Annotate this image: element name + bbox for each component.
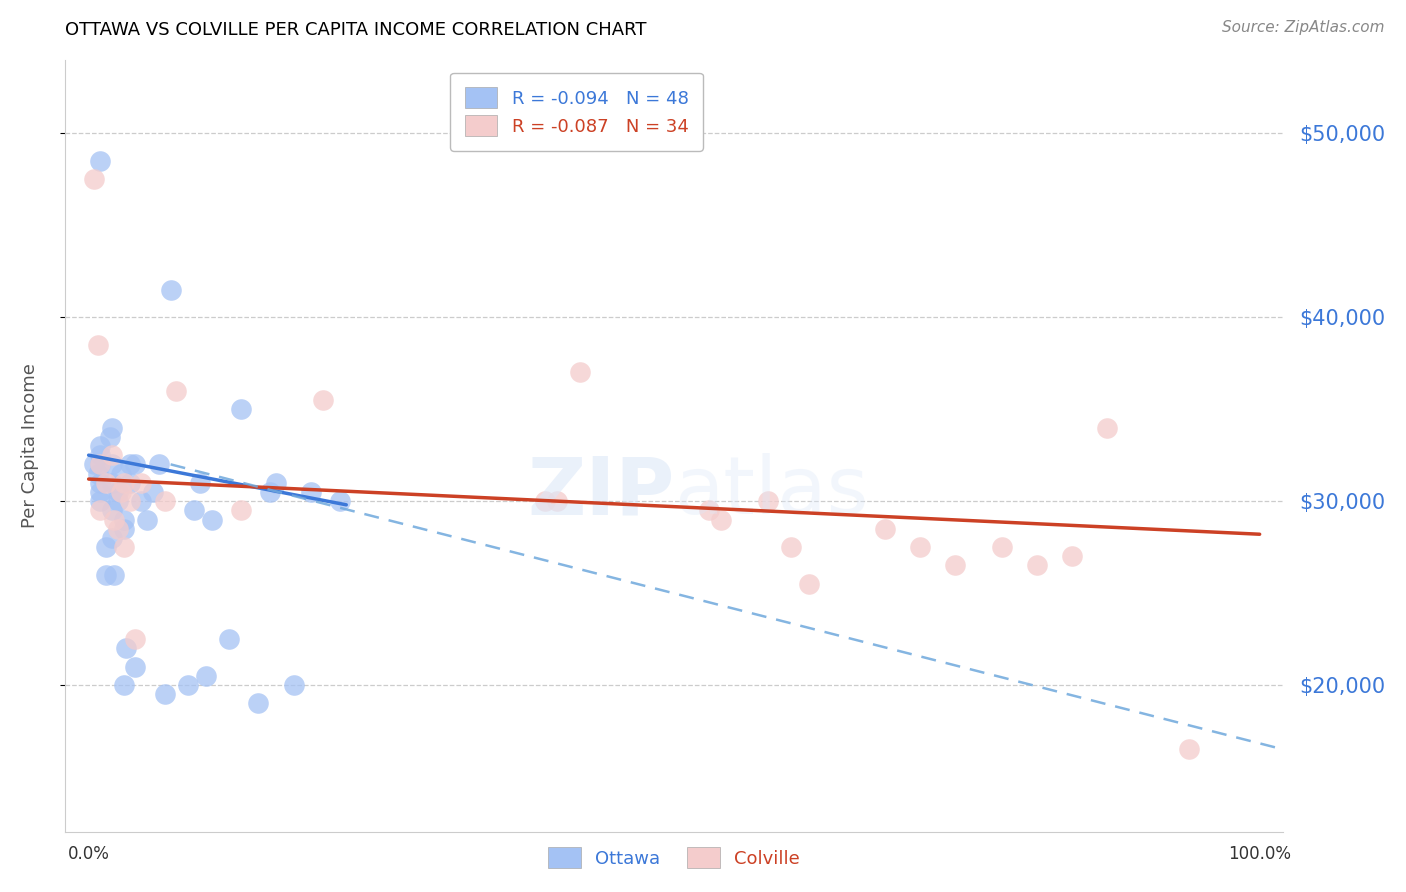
Point bbox=[89, 475, 111, 490]
Point bbox=[247, 697, 270, 711]
Point bbox=[229, 503, 252, 517]
Point bbox=[112, 512, 135, 526]
Point bbox=[107, 485, 129, 500]
Point bbox=[1178, 742, 1201, 756]
Point bbox=[131, 475, 153, 490]
Point bbox=[299, 485, 322, 500]
Point bbox=[177, 678, 200, 692]
Point bbox=[136, 512, 159, 526]
Point bbox=[98, 430, 121, 444]
Point bbox=[96, 475, 118, 490]
Point bbox=[124, 632, 146, 646]
Point bbox=[259, 485, 281, 500]
Point bbox=[312, 392, 335, 407]
Y-axis label: Per Capita Income: Per Capita Income bbox=[21, 364, 39, 528]
Point bbox=[87, 467, 110, 481]
Point bbox=[96, 567, 118, 582]
Point bbox=[89, 485, 111, 500]
Point bbox=[283, 678, 305, 692]
Point bbox=[229, 402, 252, 417]
Point bbox=[110, 485, 132, 500]
Point bbox=[89, 503, 111, 517]
Point bbox=[546, 494, 568, 508]
Text: OTTAWA VS COLVILLE PER CAPITA INCOME CORRELATION CHART: OTTAWA VS COLVILLE PER CAPITA INCOME COR… bbox=[65, 21, 647, 39]
Point bbox=[89, 448, 111, 462]
Point bbox=[1097, 420, 1119, 434]
Point bbox=[89, 458, 111, 472]
Point bbox=[101, 531, 124, 545]
Point bbox=[118, 494, 141, 508]
Point bbox=[107, 522, 129, 536]
Point bbox=[153, 494, 176, 508]
Text: ZIP: ZIP bbox=[527, 453, 673, 532]
Point bbox=[101, 503, 124, 517]
Point bbox=[96, 540, 118, 554]
Point bbox=[101, 420, 124, 434]
Point bbox=[83, 458, 105, 472]
Legend: Ottawa, Colville: Ottawa, Colville bbox=[538, 838, 808, 877]
Point bbox=[83, 172, 105, 186]
Point bbox=[89, 439, 111, 453]
Point bbox=[142, 485, 165, 500]
Point bbox=[112, 475, 135, 490]
Point bbox=[183, 503, 205, 517]
Point bbox=[124, 659, 146, 673]
Point bbox=[112, 540, 135, 554]
Point bbox=[1026, 558, 1049, 573]
Point bbox=[103, 567, 125, 582]
Point bbox=[89, 494, 111, 508]
Point bbox=[329, 494, 352, 508]
Point bbox=[534, 494, 557, 508]
Point bbox=[218, 632, 240, 646]
Point bbox=[991, 540, 1014, 554]
Point bbox=[87, 338, 110, 352]
Point bbox=[188, 475, 211, 490]
Point bbox=[101, 475, 124, 490]
Point bbox=[112, 678, 135, 692]
Point bbox=[153, 687, 176, 701]
Point bbox=[710, 512, 733, 526]
Point bbox=[101, 458, 124, 472]
Point bbox=[873, 522, 896, 536]
Point bbox=[194, 669, 217, 683]
Point bbox=[697, 503, 720, 517]
Point bbox=[780, 540, 803, 554]
Point bbox=[797, 577, 820, 591]
Point bbox=[103, 512, 125, 526]
Point bbox=[1062, 549, 1084, 564]
Point bbox=[756, 494, 779, 508]
Point bbox=[908, 540, 931, 554]
Point bbox=[115, 641, 138, 656]
Point bbox=[124, 458, 146, 472]
Point bbox=[118, 458, 141, 472]
Point bbox=[943, 558, 966, 573]
Point bbox=[200, 512, 222, 526]
Point bbox=[107, 494, 129, 508]
Point bbox=[112, 522, 135, 536]
Point bbox=[166, 384, 188, 398]
Point bbox=[110, 467, 132, 481]
Point bbox=[118, 475, 141, 490]
Point bbox=[159, 283, 181, 297]
Point bbox=[569, 366, 592, 380]
Point bbox=[89, 153, 111, 168]
Point bbox=[148, 458, 170, 472]
Point bbox=[89, 458, 111, 472]
Point bbox=[264, 475, 287, 490]
Text: Source: ZipAtlas.com: Source: ZipAtlas.com bbox=[1222, 20, 1385, 35]
Text: atlas: atlas bbox=[673, 453, 869, 532]
Point bbox=[131, 494, 153, 508]
Point bbox=[101, 448, 124, 462]
